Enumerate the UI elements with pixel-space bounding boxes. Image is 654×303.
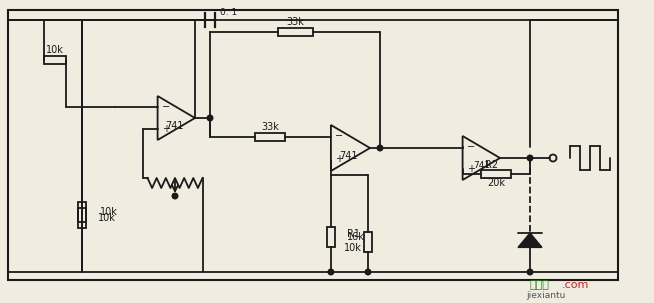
Bar: [327, 227, 335, 247]
Circle shape: [527, 155, 533, 161]
Bar: [277, 28, 313, 36]
Circle shape: [527, 269, 533, 275]
Text: 10k: 10k: [98, 213, 116, 223]
Text: R1: R1: [347, 229, 360, 239]
Text: −: −: [335, 132, 343, 142]
Text: +: +: [466, 164, 475, 174]
Text: 741: 741: [339, 151, 358, 161]
Circle shape: [172, 193, 178, 199]
Text: 16k: 16k: [347, 232, 365, 242]
Text: .com: .com: [562, 280, 589, 290]
Bar: [44, 56, 66, 64]
Text: 接线图: 接线图: [530, 280, 550, 290]
Text: +: +: [335, 155, 343, 165]
Circle shape: [207, 115, 213, 121]
Text: 20k: 20k: [487, 178, 506, 188]
Text: −: −: [162, 102, 169, 112]
Bar: [8, 10, 618, 280]
Text: 33k: 33k: [286, 17, 304, 27]
Text: 10k: 10k: [46, 45, 64, 55]
Text: 0. 1: 0. 1: [220, 8, 237, 17]
Bar: [78, 208, 86, 228]
Text: jiexiantu: jiexiantu: [526, 291, 565, 299]
Text: 10k: 10k: [344, 243, 362, 253]
Text: 741: 741: [473, 161, 490, 171]
Bar: [78, 202, 86, 222]
Circle shape: [365, 269, 371, 275]
Bar: [256, 132, 285, 141]
Text: 33k: 33k: [262, 122, 279, 132]
Circle shape: [328, 269, 334, 275]
Text: 741: 741: [165, 121, 184, 131]
Text: −: −: [466, 142, 475, 152]
Polygon shape: [518, 233, 542, 248]
Bar: [364, 232, 372, 252]
Bar: [481, 170, 511, 178]
Text: 10k: 10k: [100, 207, 118, 217]
Text: R2: R2: [485, 160, 498, 170]
Circle shape: [377, 145, 383, 151]
Text: +: +: [162, 124, 169, 134]
